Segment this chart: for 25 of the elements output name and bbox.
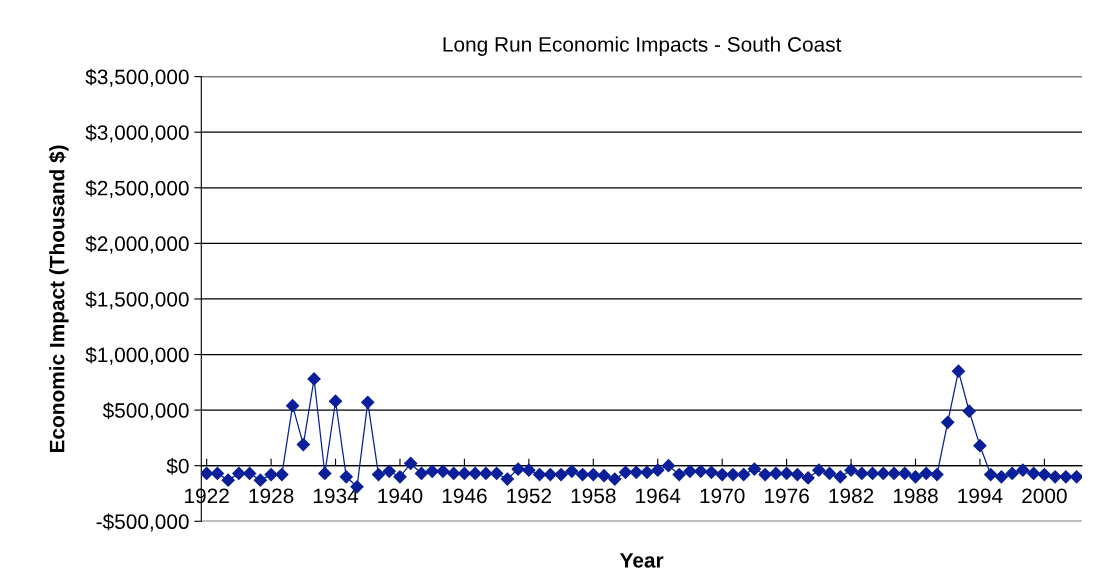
x-tick-label: 1940 <box>378 488 423 504</box>
y-tick-label: $500,000 <box>102 402 189 421</box>
y-tick-label: $1,000,000 <box>85 346 189 365</box>
x-tick-label: 1952 <box>507 488 551 504</box>
x-tick-label: 1970 <box>700 488 745 504</box>
y-tick-label: $3,000,000 <box>85 124 189 143</box>
chart-title: Long Run Economic Impacts - South Coast <box>443 36 842 56</box>
x-tick-label: 1928 <box>249 488 294 504</box>
y-tick-label: $3,500,000 <box>85 68 189 87</box>
x-tick-label: 1994 <box>958 488 1003 504</box>
y-tick-label: $2,000,000 <box>85 235 189 254</box>
x-tick-label: 1946 <box>442 488 487 504</box>
y-tick-label: $1,500,000 <box>85 291 189 310</box>
x-tick-label: 1982 <box>829 488 874 504</box>
y-tick-label: $0 <box>166 457 189 475</box>
x-tick-label: 1976 <box>765 488 809 504</box>
x-tick-label: 1934 <box>313 488 359 504</box>
y-axis-title: Economic Impact (Thousand $) <box>48 145 69 453</box>
y-tick-label: $2,500,000 <box>85 179 189 198</box>
x-axis-title: Year <box>619 553 664 568</box>
x-tick-label: 1988 <box>893 488 938 504</box>
x-tick-label: 1958 <box>571 488 616 504</box>
y-tick-label: -$500,000 <box>96 513 189 532</box>
x-tick-label: 2000 <box>1022 488 1067 504</box>
x-tick-label: 1964 <box>636 488 681 504</box>
